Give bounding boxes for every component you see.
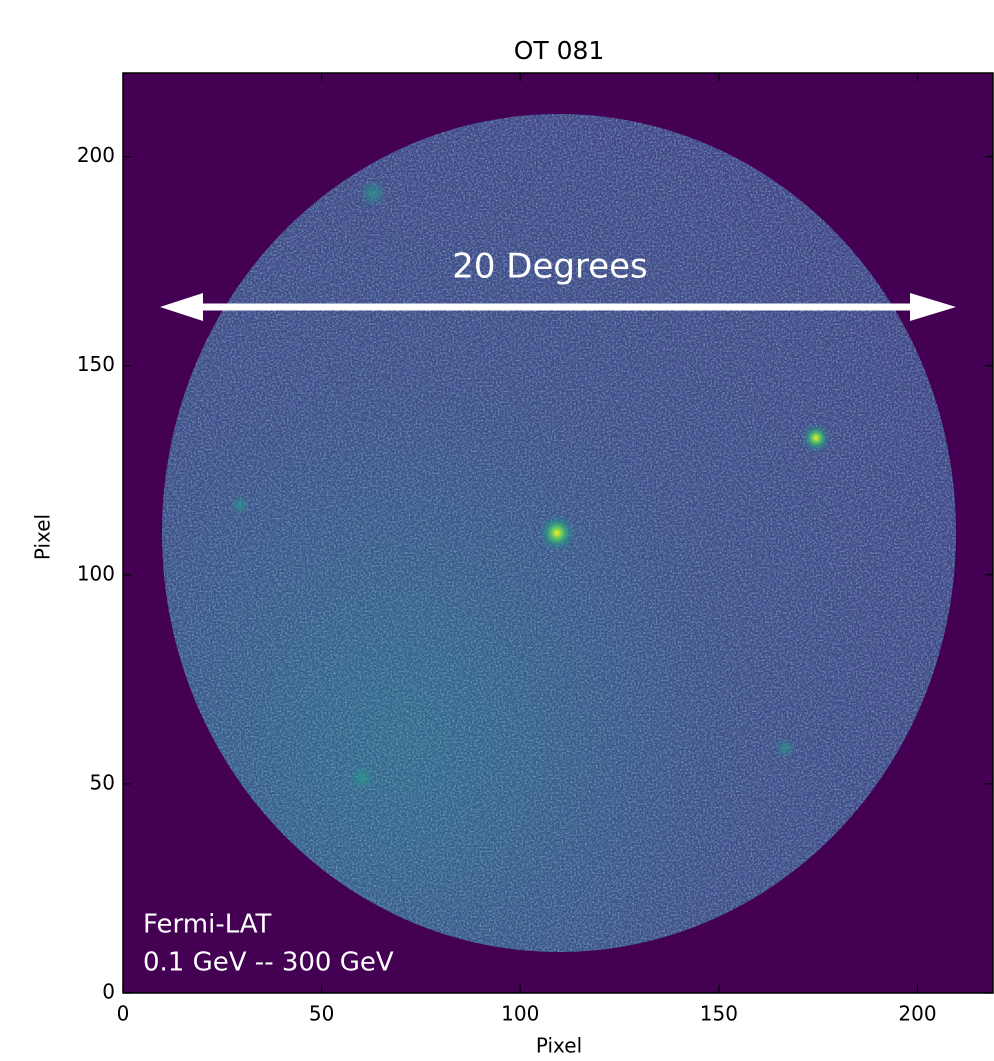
source bbox=[775, 738, 795, 758]
x-axis-label: Pixel bbox=[536, 1034, 582, 1058]
x-tick-label: 100 bbox=[501, 1002, 539, 1026]
x-tick-label: 50 bbox=[309, 1002, 334, 1026]
arrow-head bbox=[910, 293, 956, 321]
source bbox=[350, 766, 374, 790]
x-tick-label: 0 bbox=[117, 1002, 130, 1026]
y-tick-label: 200 bbox=[77, 143, 115, 167]
x-tick-label: 150 bbox=[700, 1002, 738, 1026]
arrow-head bbox=[160, 293, 203, 321]
source bbox=[230, 495, 250, 515]
annotation: 20 Degrees bbox=[452, 247, 648, 287]
source bbox=[359, 179, 387, 207]
y-tick-label: 0 bbox=[102, 980, 115, 1004]
x-tick-label: 200 bbox=[898, 1002, 936, 1026]
axes-frame bbox=[122, 72, 994, 994]
y-axis-label: Pixel bbox=[31, 514, 55, 560]
image bbox=[123, 73, 993, 993]
chart-title: OT 081 bbox=[514, 36, 605, 65]
y-tick-label: 150 bbox=[77, 352, 115, 376]
source bbox=[539, 515, 575, 551]
annotation: 0.1 GeV -- 300 GeV bbox=[143, 948, 394, 978]
source bbox=[802, 424, 830, 452]
y-tick-label: 100 bbox=[77, 561, 115, 585]
y-tick-label: 50 bbox=[90, 770, 115, 794]
annotation: Fermi-LAT bbox=[143, 910, 272, 940]
